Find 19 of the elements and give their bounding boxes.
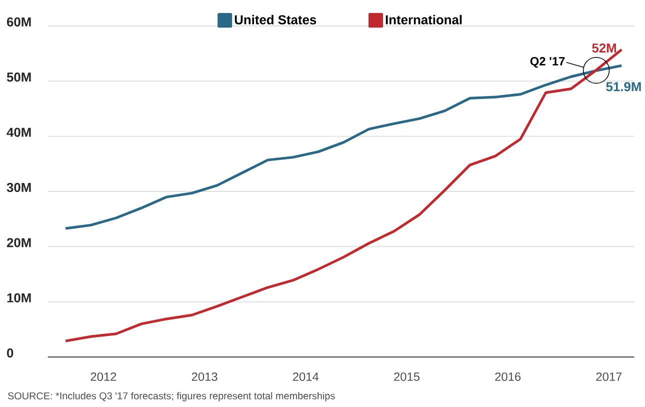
y-tick-label: 20M xyxy=(6,238,31,248)
y-tick-label: 60M xyxy=(6,17,31,27)
data-label: 51.9M xyxy=(606,82,641,92)
x-tick-label: 2015 xyxy=(394,372,420,381)
data-label: 52M xyxy=(592,44,616,53)
x-tick-label: 2013 xyxy=(192,372,218,381)
annotation: Q2 '17 xyxy=(530,57,565,68)
x-tick-label: 2017 xyxy=(596,372,622,381)
source-note: SOURCE: *Includes Q3 '17 forecasts; figures represent total memberships xyxy=(8,392,335,402)
x-tick-label: 2012 xyxy=(90,372,116,381)
x-tick-label: 2016 xyxy=(495,372,521,381)
y-tick-label: 40M xyxy=(6,128,31,137)
y-tick-label: 0 xyxy=(7,348,14,358)
legend-label: United States xyxy=(234,14,316,24)
y-tick-label: 50M xyxy=(6,72,31,82)
y-tick-label: 10M xyxy=(7,293,31,302)
x-tick-label: 2014 xyxy=(292,372,319,381)
y-tick-label: 30M xyxy=(6,182,31,192)
legend-label: International xyxy=(386,14,462,24)
